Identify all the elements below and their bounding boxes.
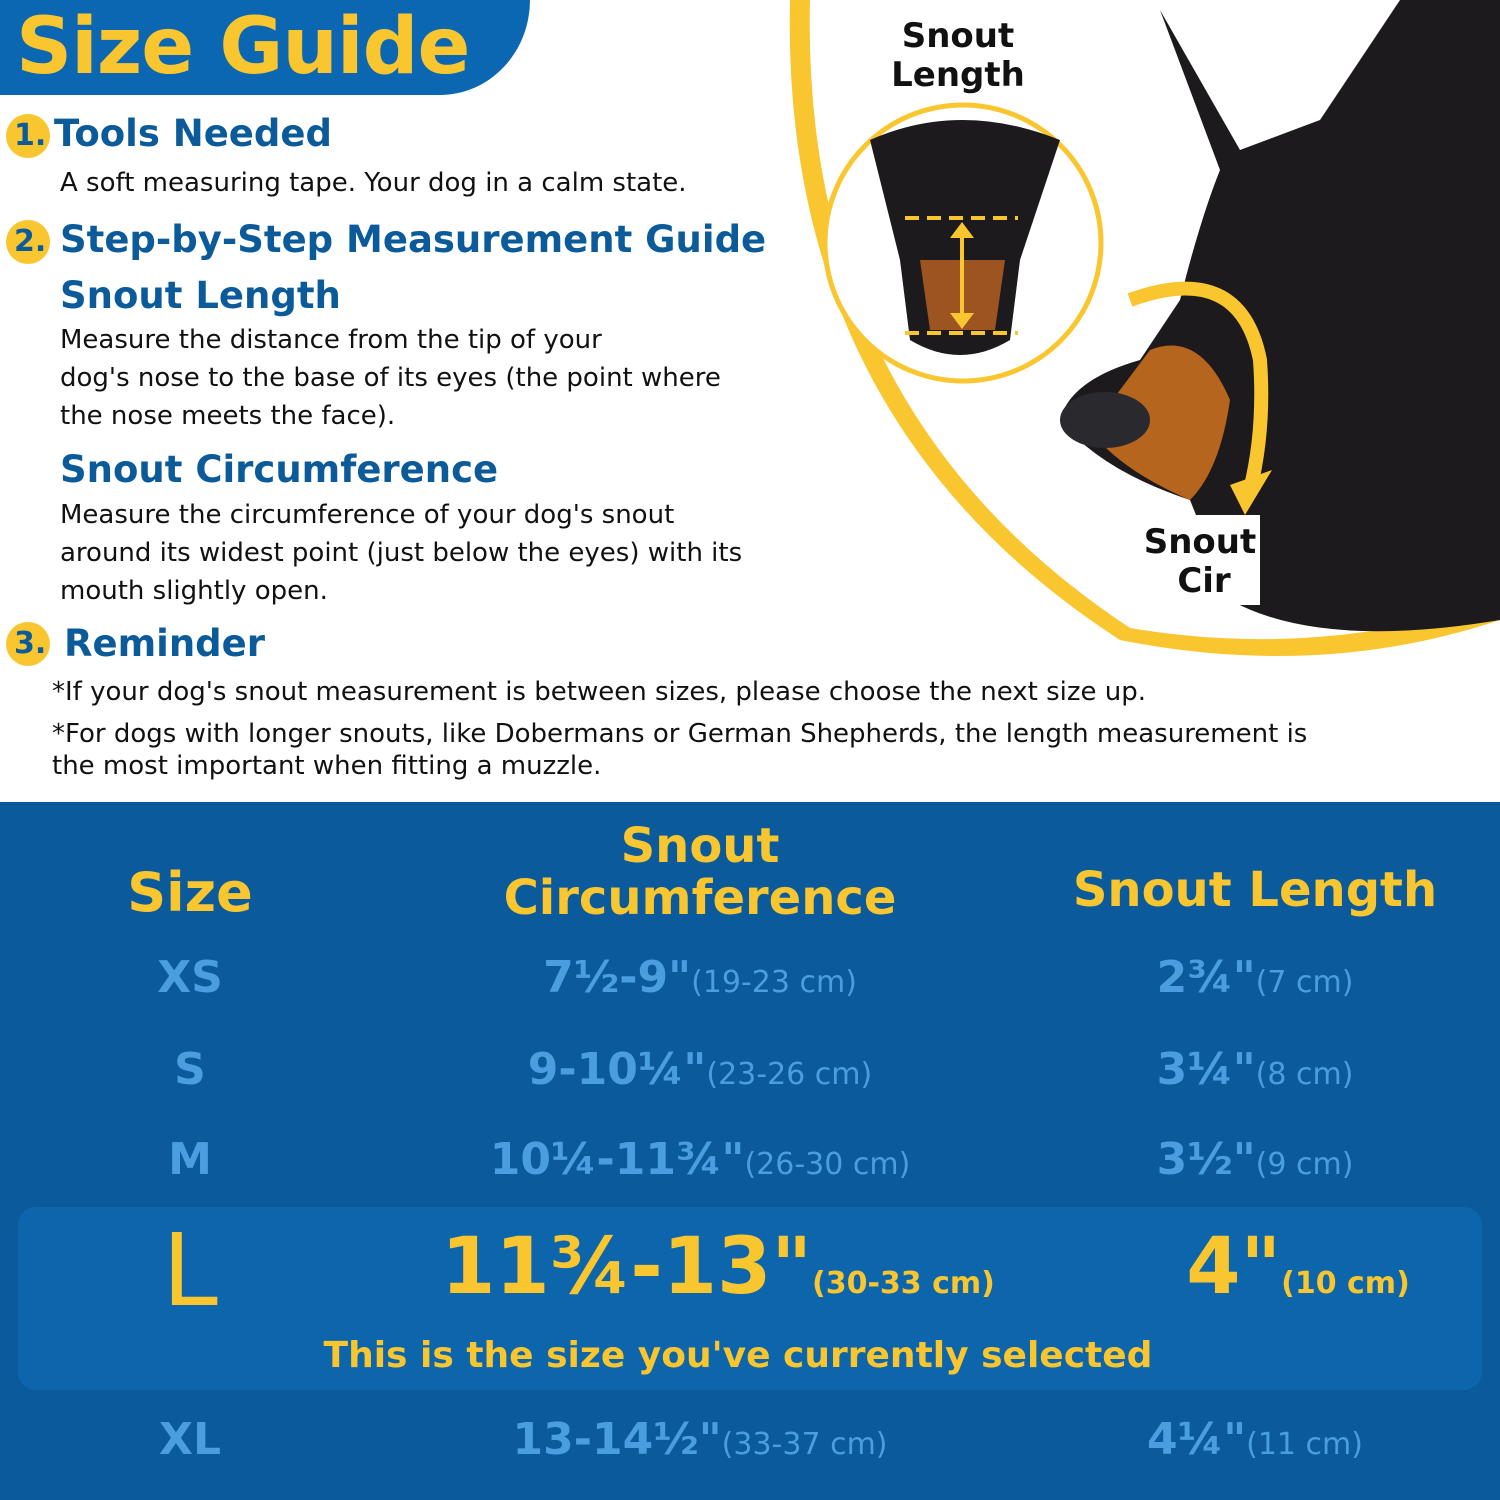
text-line: *If your dog's snout measurement is betw… xyxy=(52,677,1147,707)
label-snout-cir-2: Cir xyxy=(1177,561,1231,601)
heading-reminder: Reminder xyxy=(64,622,265,665)
length-cell: 3½"(9 cm) xyxy=(1156,1134,1354,1185)
label-snout-length-1: Snout xyxy=(902,16,1015,56)
text-line: Measure the circumference of your dog's … xyxy=(60,500,675,530)
size-table: Size Snout Circumference Snout Length XS… xyxy=(0,802,1500,1500)
header-circ-2: Circumference xyxy=(503,870,897,926)
length-cell: 4"(10 cm) xyxy=(1186,1222,1410,1312)
text-line: *For dogs with longer snouts, like Dober… xyxy=(52,719,1308,749)
header-length: Snout Length xyxy=(1072,862,1438,918)
reminder-text: *If your dog's snout measurement is betw… xyxy=(52,674,1307,784)
tools-text: A soft measuring tape. Your dog in a cal… xyxy=(60,168,687,198)
label-snout-length-2: Length xyxy=(891,55,1025,95)
circ-cell: 7½-9"(19-23 cm) xyxy=(543,952,857,1003)
step-number-2: 2. xyxy=(6,220,50,264)
text-line: the nose meets the face). xyxy=(60,401,396,431)
length-cell: 4¼"(11 cm) xyxy=(1147,1414,1363,1465)
circ-cell: 10¼-11¾"(26-30 cm) xyxy=(489,1134,911,1185)
title-banner: Size Guide xyxy=(0,0,530,95)
heading-snout-circ: Snout Circumference xyxy=(60,448,499,491)
snout-length-text: Measure the distance from the tip of you… xyxy=(60,321,721,435)
selected-note: This is the size you've currently select… xyxy=(323,1335,1153,1376)
page-title: Size Guide xyxy=(16,2,470,92)
dog-illustration: Snout Length Snout Cir xyxy=(789,0,1500,656)
circ-cell: 13-14½"(33-37 cm) xyxy=(512,1414,888,1465)
text-line: Measure the distance from the tip of you… xyxy=(60,325,602,355)
heading-steps: Step-by-Step Measurement Guide xyxy=(60,218,767,261)
size-cell: XS xyxy=(157,952,223,1003)
heading-tools: Tools Needed xyxy=(54,112,332,155)
size-cell: M xyxy=(168,1134,212,1185)
text-line: the most important when fitting a muzzle… xyxy=(52,751,602,781)
length-cell: 2¾"(7 cm) xyxy=(1156,952,1354,1003)
circ-cell: 9-10¼"(23-26 cm) xyxy=(527,1044,873,1095)
label-snout-cir-1: Snout xyxy=(1144,522,1257,562)
circ-cell: 11¾-13"(30-33 cm) xyxy=(441,1222,995,1312)
step-number-3: 3. xyxy=(6,622,50,666)
header-size: Size xyxy=(127,861,253,924)
text-line: around its widest point (just below the … xyxy=(60,538,743,568)
size-cell: XL xyxy=(159,1414,221,1465)
text-line: dog's nose to the base of its eyes (the … xyxy=(60,363,721,393)
size-cell: L xyxy=(162,1212,218,1329)
table-row-selected[interactable]: L 11¾-13"(30-33 cm) 4"(10 cm) This is th… xyxy=(18,1207,1482,1390)
header-circ-1: Snout xyxy=(620,818,780,874)
heading-snout-length: Snout Length xyxy=(60,274,341,317)
step-number-1: 1. xyxy=(6,114,50,158)
snout-circ-text: Measure the circumference of your dog's … xyxy=(60,496,742,610)
text-line: mouth slightly open. xyxy=(60,576,328,606)
size-cell: S xyxy=(174,1044,206,1095)
length-cell: 3¼"(8 cm) xyxy=(1156,1044,1354,1095)
